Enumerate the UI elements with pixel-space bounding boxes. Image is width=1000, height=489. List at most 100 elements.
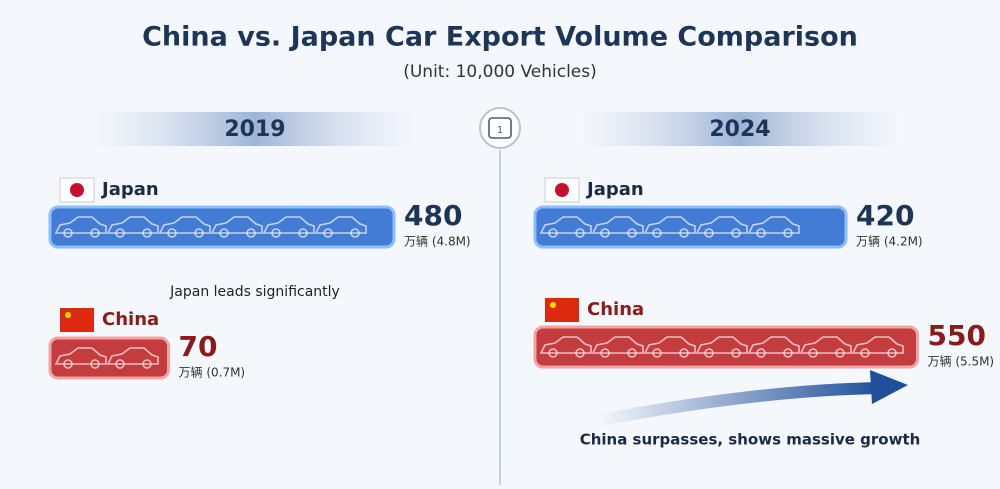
car-wheel <box>627 348 637 358</box>
flag-star <box>65 312 71 318</box>
car-wheel <box>271 228 281 238</box>
car-wheel <box>548 228 558 238</box>
car-icon <box>799 336 852 358</box>
flag-star <box>550 302 556 308</box>
car-icon <box>695 336 748 358</box>
car-body <box>210 216 263 234</box>
annotation: China surpasses, shows massive growth <box>580 431 921 449</box>
car-wheel <box>652 348 662 358</box>
car-wheel <box>219 228 229 238</box>
car-body <box>591 336 644 354</box>
car-icon <box>747 216 800 238</box>
car-wheel <box>679 348 689 358</box>
bar <box>533 205 848 249</box>
car-wheel <box>350 228 360 238</box>
unit-label: 万辆 (4.8M) <box>404 235 471 249</box>
category-label: Japan <box>100 179 159 200</box>
bar <box>48 205 396 249</box>
car-icon <box>262 216 315 238</box>
car-body <box>799 336 852 354</box>
car-wheel <box>704 228 714 238</box>
car-icon <box>106 347 159 369</box>
car-wheel <box>63 228 73 238</box>
car-wheel <box>783 228 793 238</box>
car-wheel <box>835 348 845 358</box>
subtitle: (Unit: 10,000 Vehicles) <box>403 62 597 82</box>
car-icon <box>643 216 696 238</box>
car-wheel <box>575 348 585 358</box>
category-label: China <box>587 299 644 320</box>
car-body <box>54 216 107 234</box>
car-wheel <box>808 348 818 358</box>
bar <box>533 325 919 369</box>
unit-label: 万辆 (5.5M) <box>928 355 995 369</box>
car-icon <box>54 216 107 238</box>
car-wheel <box>548 348 558 358</box>
car-wheel <box>600 348 610 358</box>
category-label: Japan <box>585 179 644 200</box>
flag <box>60 308 94 332</box>
car-wheel <box>298 228 308 238</box>
value-label: 420 <box>856 199 914 232</box>
car-body <box>591 216 644 234</box>
year-label: 2024 <box>709 117 770 142</box>
car-wheel <box>63 359 73 369</box>
car-wheel <box>323 228 333 238</box>
car-body <box>747 336 800 354</box>
car-wheel <box>704 348 714 358</box>
car-wheel <box>167 228 177 238</box>
car-wheel <box>142 359 152 369</box>
car-icon <box>158 216 211 238</box>
growth-arrow <box>594 382 886 426</box>
car-wheel <box>756 348 766 358</box>
year-band <box>95 112 415 146</box>
car-body <box>695 216 748 234</box>
car-wheel <box>90 228 100 238</box>
car-wheel <box>115 359 125 369</box>
unit-label: 万辆 (0.7M) <box>179 366 246 380</box>
car-icon <box>106 216 159 238</box>
car-wheel <box>860 348 870 358</box>
year-label: 2019 <box>224 117 285 142</box>
unit-label: 万辆 (4.2M) <box>856 235 923 249</box>
car-body <box>643 336 696 354</box>
car-body <box>106 216 159 234</box>
car-icon <box>643 336 696 358</box>
car-wheel <box>115 228 125 238</box>
car-body <box>539 216 592 234</box>
car-body <box>851 336 904 354</box>
car-body <box>106 347 159 365</box>
car-wheel <box>246 228 256 238</box>
car-icon <box>539 336 592 358</box>
value-label: 480 <box>404 199 462 232</box>
car-wheel <box>652 228 662 238</box>
annotation: Japan leads significantly <box>169 284 340 300</box>
car-wheel <box>575 228 585 238</box>
calendar-icon <box>488 117 512 139</box>
bar <box>48 336 170 380</box>
car-wheel <box>600 228 610 238</box>
car-icon <box>539 216 592 238</box>
car-wheel <box>627 228 637 238</box>
car-body <box>262 216 315 234</box>
arrow-head <box>870 370 908 404</box>
value-label: 550 <box>928 319 986 352</box>
car-body <box>539 336 592 354</box>
car-icon <box>695 216 748 238</box>
flag-sun <box>555 183 569 197</box>
car-body <box>54 347 107 365</box>
car-body <box>158 216 211 234</box>
car-icon <box>747 336 800 358</box>
value-label: 70 <box>179 330 218 363</box>
car-icon <box>591 336 644 358</box>
car-body <box>643 216 696 234</box>
car-wheel <box>731 228 741 238</box>
divider-label: 1 <box>497 125 503 136</box>
category-label: China <box>102 309 159 330</box>
car-wheel <box>679 228 689 238</box>
car-body <box>314 216 367 234</box>
car-wheel <box>887 348 897 358</box>
car-body <box>695 336 748 354</box>
flag <box>545 298 579 322</box>
